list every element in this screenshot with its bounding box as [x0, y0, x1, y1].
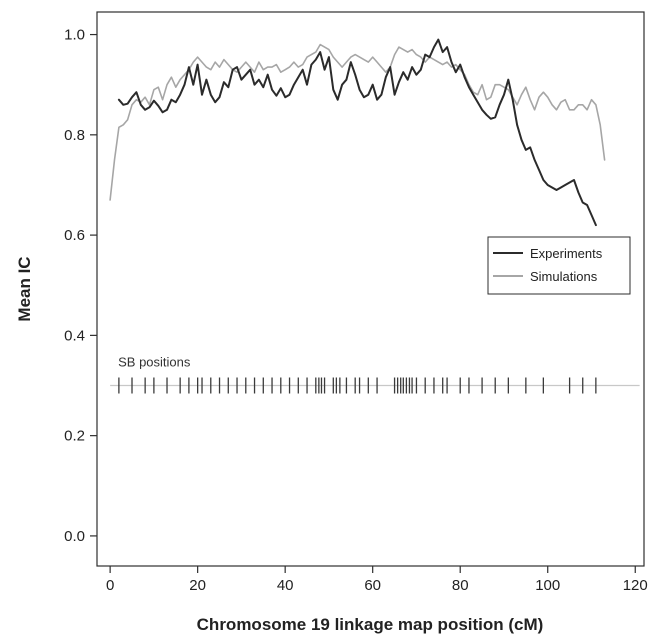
sb-positions-label: SB positions	[118, 355, 191, 370]
x-axis: 0 20 40 60 80 100 120	[106, 566, 648, 594]
x-tick-label: 20	[189, 577, 206, 594]
legend-label-experiments: Experiments	[530, 246, 603, 261]
y-axis-title: Mean IC	[15, 256, 34, 321]
y-axis: 0.0 0.2 0.4 0.6 0.8 1.0	[64, 27, 97, 545]
legend-box	[487, 236, 631, 295]
x-tick-label: 40	[277, 577, 294, 594]
plot-content: SB positions	[109, 38, 640, 394]
x-tick-label: 60	[364, 577, 381, 594]
simulations-line	[109, 43, 606, 201]
y-tick-label: 0.0	[64, 528, 85, 545]
y-tick-label: 0.4	[64, 327, 85, 344]
experiments-line	[117, 38, 597, 227]
x-tick-label: 0	[106, 577, 114, 594]
y-tick-label: 0.8	[64, 127, 85, 144]
legend: Experiments Simulations	[487, 236, 631, 295]
y-tick-label: 1.0	[64, 27, 85, 44]
legend-label-simulations: Simulations	[530, 269, 598, 284]
x-axis-title: Chromosome 19 linkage map position (cM)	[197, 615, 544, 634]
y-tick-label: 0.6	[64, 227, 85, 244]
x-tick-label: 80	[452, 577, 469, 594]
y-tick-label: 0.2	[64, 428, 85, 445]
x-tick-label: 120	[623, 577, 648, 594]
x-tick-label: 100	[535, 577, 560, 594]
